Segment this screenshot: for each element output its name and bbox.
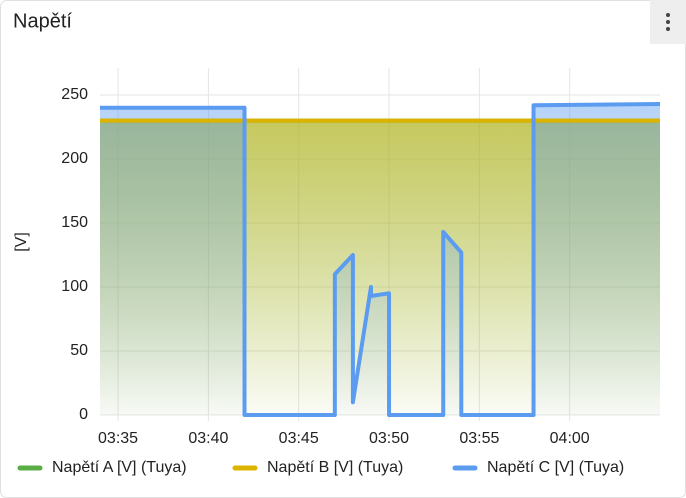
legend-label: Napětí B [V] (Tuya) [267, 459, 403, 476]
x-tick-label: 03:40 [188, 430, 228, 447]
x-tick-label: 03:55 [459, 430, 499, 447]
x-tick-label: 04:00 [550, 430, 590, 447]
y-tick-label: 150 [61, 214, 88, 231]
y-axis-label: [V] [13, 232, 30, 252]
y-tick-label: 100 [61, 278, 88, 295]
area-fill [100, 103, 660, 416]
x-tick-label: 03:45 [279, 430, 319, 447]
x-tick-label: 03:50 [369, 430, 409, 447]
y-tick-label: 50 [70, 342, 88, 359]
legend-label: Napětí C [V] (Tuya) [487, 459, 624, 476]
menu-icon [666, 13, 670, 31]
y-tick-label: 0 [79, 406, 88, 423]
y-tick-label: 250 [61, 86, 88, 103]
y-tick-label: 200 [61, 150, 88, 167]
series-line [100, 101, 661, 417]
chart-title: Napětí [13, 10, 72, 32]
legend-label: Napětí A [V] (Tuya) [52, 459, 187, 476]
x-tick-label: 03:35 [98, 430, 138, 447]
